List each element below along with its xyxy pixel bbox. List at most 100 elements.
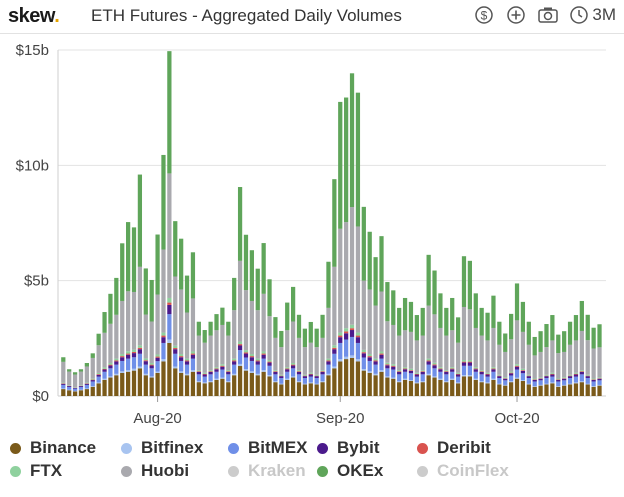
bar-segment-huobi [273, 337, 278, 371]
bar-segment-ftx [455, 372, 461, 374]
bar-segment-binance [473, 379, 478, 396]
bar-segment-ftx [155, 354, 160, 357]
bar-segment-bitfinex [550, 382, 555, 384]
bar-segment-okex [332, 179, 337, 267]
bar-segment-binance [426, 375, 431, 396]
legend-swatch [317, 442, 328, 454]
bar-segment-ftx [190, 351, 196, 354]
bar-segment-okex [562, 331, 567, 352]
bar-segment-bitmex [426, 364, 431, 374]
legend-item-bitfinex[interactable]: Bitfinex [121, 438, 203, 458]
legend-item-bybit[interactable]: Bybit [317, 438, 380, 458]
bar-segment-deribit [208, 371, 213, 373]
bar-segment-binance [273, 382, 278, 396]
bar-segment-bitfinex [438, 378, 443, 380]
bar-segment-bybit [102, 369, 107, 372]
bar-segment-okex [402, 297, 408, 331]
bar-segment-deribit [290, 364, 296, 366]
legend-label: Huobi [141, 461, 190, 480]
bar-segment-ftx [202, 372, 207, 374]
bar-segment-bybit [556, 379, 561, 382]
legend-item-huobi[interactable]: Huobi [121, 461, 189, 481]
bar-segment-ftx [438, 367, 443, 369]
time-range-selector[interactable]: 3M [569, 5, 616, 25]
bar-segment-huobi [367, 289, 372, 355]
x-tick-label: Aug-20 [133, 410, 181, 427]
bar-segment-bitmex [167, 314, 172, 340]
bar-segment-bitmex [402, 371, 408, 379]
bar-segment-bitmex [184, 364, 190, 374]
legend-item-bitmex[interactable]: BitMEX [228, 438, 308, 458]
bar-segment-bitmex [373, 364, 378, 374]
bar-segment-bybit [455, 374, 461, 377]
bar-segment-bitmex [190, 358, 196, 371]
bar-segment-bitmex [285, 371, 290, 379]
bar-segment-huobi [261, 293, 266, 352]
skew-logo[interactable]: skew. [8, 5, 60, 28]
bar-segment-bitmex [485, 376, 490, 383]
legend-item-binance[interactable]: Binance [10, 438, 96, 458]
bar-segment-bitmex [332, 353, 337, 367]
bar-segment-bitmex [361, 357, 366, 370]
bar-segment-okex [344, 97, 349, 223]
bar-segment-bybit [544, 376, 549, 379]
bar-segment-okex [591, 327, 596, 349]
legend-swatch [228, 442, 239, 454]
bar-segment-bitfinex [120, 371, 125, 373]
bar-segment-ftx [338, 332, 343, 336]
bar-segment-bybit [397, 372, 402, 375]
camera-icon[interactable] [537, 4, 559, 26]
legend-item-kraken[interactable]: Kraken [228, 461, 306, 481]
dollar-icon[interactable]: $ [473, 4, 495, 26]
bar-segment-bybit [67, 386, 72, 387]
bar-segment-huobi [179, 289, 184, 355]
bar-segment-deribit [391, 365, 396, 367]
bar-segment-ftx [114, 358, 119, 361]
bar-segment-bybit [237, 345, 243, 351]
bar-segment-ftx [567, 374, 573, 376]
bar-segment-okex [208, 321, 213, 336]
bar-segment-binance [126, 371, 131, 396]
bar-segment-binance [585, 384, 590, 396]
bar-segment-deribit [108, 364, 113, 366]
plus-circle-icon[interactable] [505, 4, 527, 26]
bar-segment-huobi [143, 314, 148, 359]
bar-segment-bitmex [514, 369, 520, 378]
bar-segment-deribit [149, 364, 154, 366]
bar-segment-huobi [355, 226, 361, 333]
bar-segment-ftx [444, 370, 449, 372]
bar-segment-huobi [332, 266, 337, 346]
bar-segment-binance [255, 375, 260, 396]
bar-segment-binance [196, 382, 201, 396]
bar-segment-bitfinex [532, 386, 537, 387]
bar-segment-bybit [249, 357, 254, 361]
bar-segment-binance [243, 370, 249, 396]
legend-item-coinflex[interactable]: CoinFlex [417, 461, 509, 481]
legend-item-okex[interactable]: OKEx [317, 461, 383, 481]
bar-segment-okex [497, 321, 502, 345]
bar-segment-okex [72, 372, 78, 375]
bar-segment-ftx [491, 367, 496, 369]
clock-icon [570, 6, 589, 24]
bar-segment-binance [544, 384, 549, 396]
bar-segment-okex [114, 277, 119, 315]
legend-swatch [10, 465, 21, 477]
bar-segment-binance [402, 379, 408, 396]
bar-segment-bybit [285, 369, 290, 372]
bar-segment-huobi [426, 305, 431, 359]
bar-segment-ftx [84, 382, 89, 384]
bar-segment-bybit [467, 362, 472, 366]
bar-segment-okex [179, 238, 184, 290]
bar-segment-okex [226, 321, 231, 336]
bar-segment-bitfinex [137, 366, 143, 369]
bar-segment-huobi [214, 330, 219, 368]
bar-segment-bitfinex [326, 373, 331, 376]
bar-segment-bybit [509, 373, 514, 376]
bar-segment-deribit [467, 361, 472, 363]
legend-item-ftx[interactable]: FTX [10, 461, 62, 481]
legend-item-deribit[interactable]: Deribit [417, 438, 491, 458]
bar-segment-huobi [78, 371, 84, 386]
bar-segment-bitfinex [544, 383, 549, 385]
bar-segment-deribit [184, 360, 190, 362]
bar-segment-bitmex [414, 376, 419, 383]
